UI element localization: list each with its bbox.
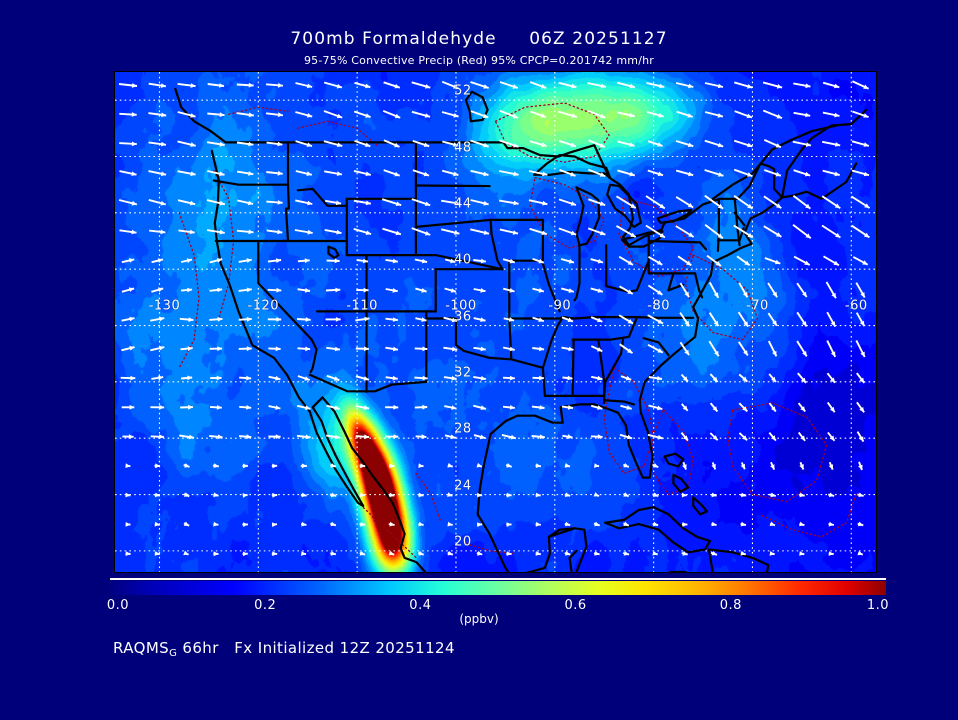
lat-tick-label: 20	[454, 534, 472, 550]
lon-tick-label: -60	[844, 298, 868, 314]
page-title: 700mb Formaldehyde 06Z 20251127	[290, 29, 668, 49]
colorbar-tick-label: 0.2	[254, 598, 277, 613]
model-subscript: G	[169, 648, 178, 659]
colorbar-tick-label: 0.6	[564, 598, 587, 613]
map-panel[interactable]	[114, 71, 877, 573]
model-run-details: 66hr Fx Initialized 12Z 20251124	[177, 639, 455, 657]
lon-tick-label: -120	[247, 298, 280, 314]
lon-tick-label: -100	[445, 298, 477, 314]
lon-tick-label: -110	[346, 298, 378, 314]
model-run-caption: RAQMSG 66hr Fx Initialized 12Z 20251124	[113, 639, 455, 659]
lat-tick-label: 44	[454, 196, 472, 212]
colorbar-unit-label: (ppbv)	[459, 612, 499, 626]
lon-tick-label: -70	[746, 298, 769, 314]
lon-tick-label: -90	[548, 298, 572, 314]
page-subtitle: 95-75% Convective Precip (Red) 95% CPCP=…	[303, 54, 655, 67]
colorbar-tick-label: 0.8	[719, 598, 742, 613]
lat-tick-label: 52	[454, 83, 472, 99]
lat-tick-label: 28	[454, 421, 472, 437]
formaldehyde-field	[115, 72, 876, 572]
lat-tick-label: 24	[454, 478, 472, 494]
lat-tick-label: 36	[454, 309, 472, 325]
lat-tick-label: 48	[454, 140, 472, 155]
model-name: RAQMS	[113, 639, 170, 657]
colorbar-tick-label: 1.0	[866, 598, 890, 613]
lon-tick-label: -80	[647, 298, 670, 314]
lon-tick-label: -130	[148, 298, 181, 314]
colorbar-topline	[110, 578, 886, 580]
colorbar-tick-label: 0.4	[409, 598, 432, 613]
lat-tick-label: 40	[454, 252, 472, 268]
colorbar-tick-label: 0.0	[106, 598, 130, 613]
colorbar-gradient	[110, 581, 886, 595]
lat-tick-label: 32	[454, 365, 472, 381]
colorbar-container[interactable]: 0.0 0.2 0.4 0.6 0.8 1.0	[107, 581, 889, 613]
